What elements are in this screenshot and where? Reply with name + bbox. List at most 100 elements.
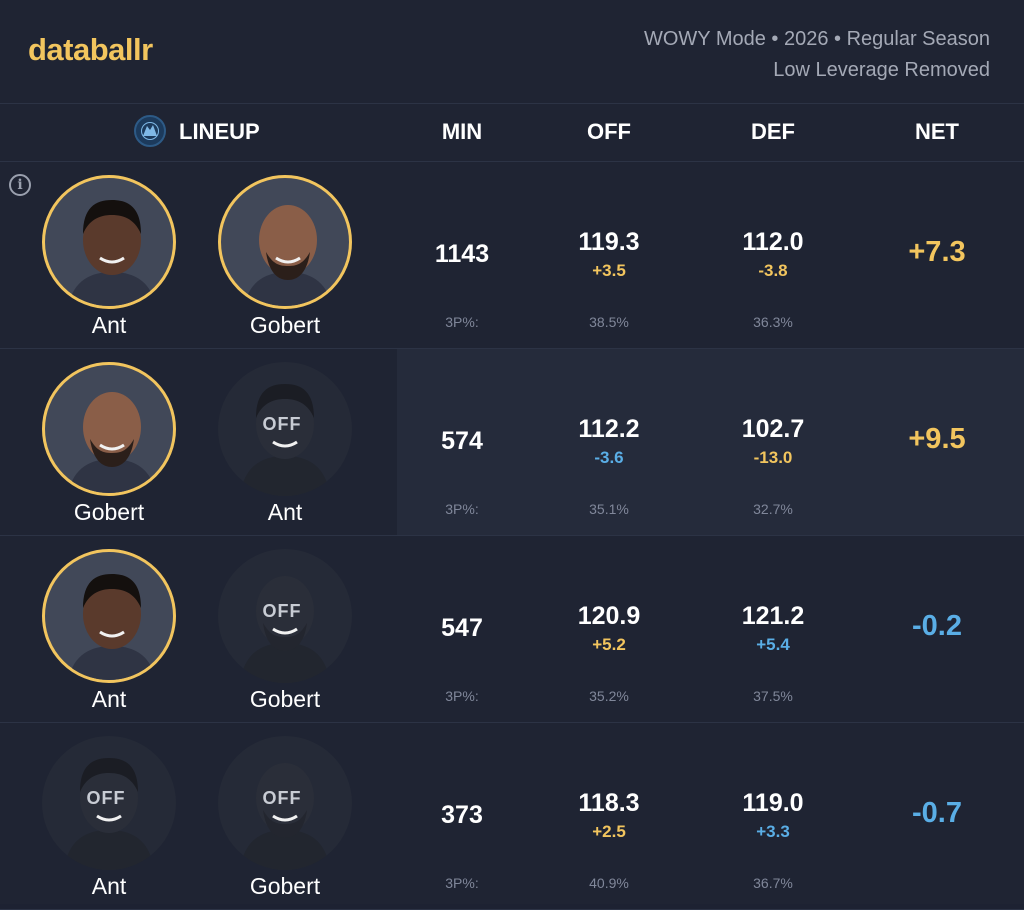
player-1-off-label: OFF [86, 788, 126, 808]
off-rating: 120.9 [577, 602, 641, 630]
player-silhouette-icon [68, 200, 156, 306]
column-net[interactable]: NET [915, 119, 959, 144]
filter-summary-line2: Low Leverage Removed [773, 59, 990, 81]
def-delta: +5.4 [756, 635, 790, 654]
net-rating: +9.5 [908, 423, 966, 455]
three-pt-label: 3P%: [445, 875, 479, 891]
player-2-name: Gobert [249, 686, 321, 712]
net-rating: -0.7 [912, 797, 962, 829]
def-three-pt: 36.3% [753, 314, 793, 330]
player-2-headshot: OFF [218, 736, 352, 870]
player-2[interactable]: OFF Gobert [197, 162, 373, 348]
off-rating: 119.3 [578, 228, 640, 256]
net-cell: -0.2 [857, 610, 1017, 643]
off-cell: 120.9 +5.2 [529, 602, 689, 655]
player-1-name: Gobert [73, 499, 145, 525]
three-pt-label: 3P%: [445, 314, 479, 330]
player-2[interactable]: OFF Gobert [197, 723, 373, 909]
player-1-name: Ant [91, 873, 127, 899]
player-1-headshot: OFF [42, 549, 176, 683]
column-header: LINEUP MIN OFF DEF NET [0, 103, 1024, 162]
lineup-row[interactable]: OFF Gobert OFF Ant 574 112.2 -3.6 [0, 349, 1024, 536]
player-2-off-label: OFF [262, 788, 302, 808]
off-delta: +5.2 [592, 635, 626, 654]
def-rating: 112.0 [742, 228, 804, 256]
off-rating: 118.3 [578, 789, 640, 817]
player-2-off-label: OFF [262, 414, 302, 434]
net-cell: +7.3 [857, 236, 1017, 269]
def-cell: 112.0 -3.8 [693, 228, 853, 281]
off-three-pt: 40.9% [589, 875, 629, 891]
column-min[interactable]: MIN [441, 119, 483, 144]
player-2-name: Gobert [249, 873, 321, 899]
player-1[interactable]: OFF Ant [21, 162, 197, 348]
player-silhouette-icon [68, 574, 156, 680]
column-def[interactable]: DEF [751, 119, 795, 144]
off-three-pt: 35.2% [589, 688, 629, 704]
player-silhouette-icon [64, 758, 154, 870]
player-1[interactable]: OFF Ant [21, 723, 197, 909]
header: databallr WOWY Mode • 2026 • Regular Sea… [0, 0, 1024, 104]
player-1[interactable]: OFF Ant [21, 536, 197, 722]
player-2-headshot: OFF [218, 362, 352, 496]
player-1-headshot: OFF [42, 175, 176, 309]
net-cell: +9.5 [857, 423, 1017, 456]
def-rating: 121.2 [741, 602, 805, 630]
min-cell: 1143 [382, 240, 542, 269]
def-delta: +3.3 [756, 822, 790, 841]
player-2-headshot: OFF [218, 549, 352, 683]
def-three-pt: 37.5% [753, 688, 793, 704]
def-delta: -3.8 [758, 261, 788, 280]
lineup-row[interactable]: OFF Ant OFF Gobert 1143 119.3 +3.5 [0, 162, 1024, 349]
def-cell: 102.7 -13.0 [693, 415, 853, 468]
off-delta: +2.5 [592, 822, 626, 841]
off-cell: 119.3 +3.5 [529, 228, 689, 281]
def-three-pt: 36.7% [753, 875, 793, 891]
def-rating: 102.7 [741, 415, 805, 443]
player-2[interactable]: OFF Gobert [197, 536, 373, 722]
player-1[interactable]: OFF Gobert [21, 349, 197, 535]
def-three-pt: 32.7% [753, 501, 793, 517]
minutes-value: 1143 [434, 240, 490, 268]
player-2-off-label: OFF [262, 601, 302, 621]
filter-summary-line1: WOWY Mode • 2026 • Regular Season [643, 28, 990, 50]
off-three-pt: 35.1% [589, 501, 629, 517]
row-highlight [397, 349, 1024, 535]
player-2-name: Ant [267, 499, 303, 525]
lineup-row[interactable]: OFF Ant OFF Gobert 373 118.3 +2.5 [0, 723, 1024, 910]
brand-logo[interactable]: databallr [28, 32, 153, 67]
net-rating: +7.3 [908, 236, 966, 268]
player-1-name: Ant [91, 686, 127, 712]
off-delta: +3.5 [592, 261, 626, 280]
player-1-name: Ant [91, 312, 127, 338]
player-2[interactable]: OFF Ant [197, 349, 373, 535]
info-icon[interactable]: i [9, 174, 31, 196]
column-off[interactable]: OFF [587, 119, 631, 144]
off-cell: 112.2 -3.6 [529, 415, 689, 468]
filter-summary: WOWY Mode • 2026 • Regular Season Low Le… [644, 24, 990, 86]
player-2-name: Gobert [249, 312, 321, 338]
def-delta: -13.0 [753, 448, 793, 467]
player-silhouette-icon [68, 392, 156, 493]
column-lineup[interactable]: LINEUP [179, 119, 260, 144]
player-silhouette-icon [240, 576, 330, 683]
min-cell: 373 [382, 801, 542, 830]
def-cell: 119.0 +3.3 [693, 789, 853, 842]
player-silhouette-icon [240, 384, 330, 496]
player-silhouette-icon [244, 205, 332, 306]
net-cell: -0.7 [857, 797, 1017, 830]
player-2-headshot: OFF [218, 175, 352, 309]
off-cell: 118.3 +2.5 [529, 789, 689, 842]
off-three-pt: 38.5% [589, 314, 629, 330]
def-cell: 121.2 +5.4 [693, 602, 853, 655]
timberwolves-logo-icon [134, 115, 166, 147]
three-pt-label: 3P%: [445, 688, 479, 704]
minutes-value: 373 [441, 801, 483, 829]
lineup-row[interactable]: OFF Ant OFF Gobert 547 120.9 +5.2 [0, 536, 1024, 723]
def-rating: 119.0 [742, 789, 804, 817]
three-pt-label: 3P%: [445, 501, 479, 517]
player-silhouette-icon [240, 763, 330, 870]
min-cell: 547 [382, 614, 542, 643]
min-cell: 574 [382, 427, 542, 456]
